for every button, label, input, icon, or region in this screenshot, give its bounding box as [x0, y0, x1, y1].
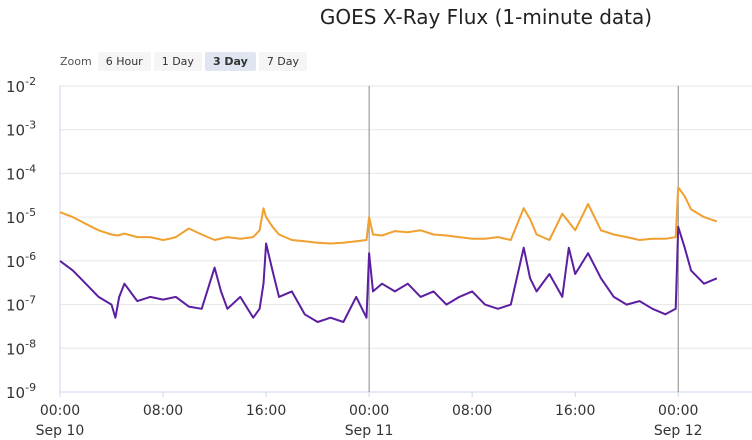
- zoom-3-day-button[interactable]: 3 Day: [204, 51, 256, 71]
- zoom-label: Zoom: [60, 54, 92, 68]
- x-tick-label: 16:00: [246, 403, 286, 419]
- y-tick-label: 10-3: [6, 119, 36, 140]
- x-tick-label: 00:00: [349, 403, 389, 419]
- x-tick-label: 00:00: [658, 403, 698, 419]
- y-tick-label: 10-6: [6, 250, 36, 271]
- y-tick-label: 10-5: [6, 206, 36, 227]
- series-line-0: [59, 186, 718, 245]
- x-tick-date-label: Sep 10: [36, 423, 85, 439]
- chart-title: GOES X-Ray Flux (1-minute data): [319, 5, 653, 29]
- x-tick-label: 08:00: [143, 403, 183, 419]
- zoom-6-hour-button[interactable]: 6 Hour: [97, 51, 151, 71]
- zoom-bar: Zoom 6 Hour 1 Day 3 Day 7 Day: [60, 51, 310, 71]
- x-tick-date-label: Sep 11: [345, 423, 394, 439]
- series-line-1: [59, 225, 718, 323]
- x-tick-label: 16:00: [555, 403, 595, 419]
- y-tick-label: 10-2: [6, 75, 36, 96]
- y-tick-label: 10-4: [6, 162, 36, 183]
- x-tick-label: 08:00: [452, 403, 492, 419]
- y-tick-label: 10-9: [6, 381, 36, 402]
- y-tick-label: 10-8: [6, 337, 36, 358]
- zoom-1-day-button[interactable]: 1 Day: [153, 51, 202, 71]
- zoom-7-day-button[interactable]: 7 Day: [258, 51, 308, 71]
- y-tick-label: 10-7: [6, 294, 36, 315]
- x-tick-date-label: Sep 12: [654, 423, 703, 439]
- x-tick-label: 00:00: [40, 403, 80, 419]
